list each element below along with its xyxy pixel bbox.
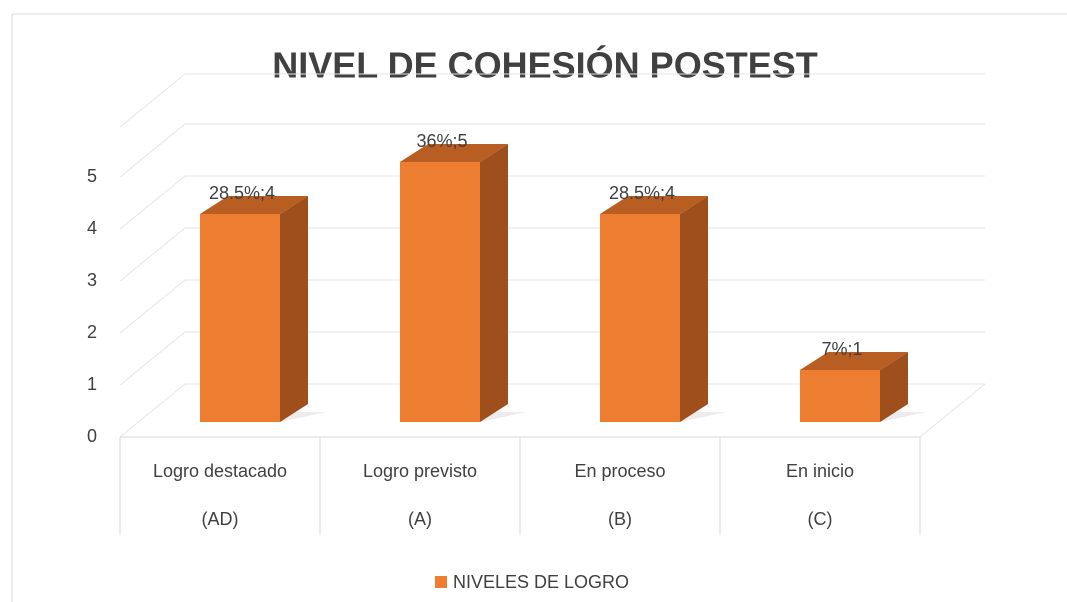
x-tick-label: Logro previsto	[363, 461, 477, 481]
x-tick-label: (B)	[608, 509, 632, 529]
y-tick-label: 4	[87, 218, 97, 238]
bar-side	[280, 196, 308, 422]
chart-frame	[11, 13, 1067, 602]
bar-side	[680, 196, 708, 422]
x-tick-label: Logro destacado	[153, 461, 287, 481]
floor-edge	[919, 383, 986, 438]
data-label: 28.5%;4	[209, 183, 275, 203]
y-tick-label: 5	[87, 166, 97, 186]
bar-front	[600, 214, 680, 422]
bar-front	[800, 370, 880, 422]
bar	[200, 196, 326, 422]
chart-title: NIVEL DE COHESIÓN POSTEST	[272, 44, 817, 86]
bar-top	[600, 196, 708, 215]
bar-top	[400, 144, 508, 163]
y-tick-label: 3	[87, 270, 97, 290]
data-label: 28.5%;4	[609, 183, 675, 203]
legend-label: NIVELES DE LOGRO	[453, 572, 629, 592]
bar-side	[480, 144, 508, 422]
x-tick-label: (C)	[808, 509, 833, 529]
x-tick-label: En proceso	[574, 461, 665, 481]
bar-front	[200, 214, 280, 422]
grid-line	[119, 123, 186, 178]
data-label: 36%;5	[416, 131, 467, 151]
bar	[800, 352, 926, 422]
x-tick-label: (AD)	[202, 509, 239, 529]
bar-side	[880, 352, 908, 422]
bar	[600, 196, 726, 422]
legend-swatch	[435, 576, 447, 588]
y-tick-label: 1	[87, 374, 97, 394]
bar-front	[400, 162, 480, 422]
x-tick-label: En inicio	[786, 461, 854, 481]
bar-top	[200, 196, 308, 215]
grid-line	[119, 279, 186, 334]
y-tick-label: 2	[87, 322, 97, 342]
wall-edge	[119, 73, 186, 128]
bar	[400, 144, 526, 422]
y-tick-label: 0	[87, 426, 97, 446]
x-tick-label: (A)	[408, 509, 432, 529]
grid-line	[119, 383, 186, 438]
grid-line	[119, 331, 186, 386]
bar-top	[800, 352, 908, 371]
grid-line	[119, 227, 186, 282]
data-label: 7%;1	[821, 339, 862, 359]
grid-line	[119, 175, 186, 230]
